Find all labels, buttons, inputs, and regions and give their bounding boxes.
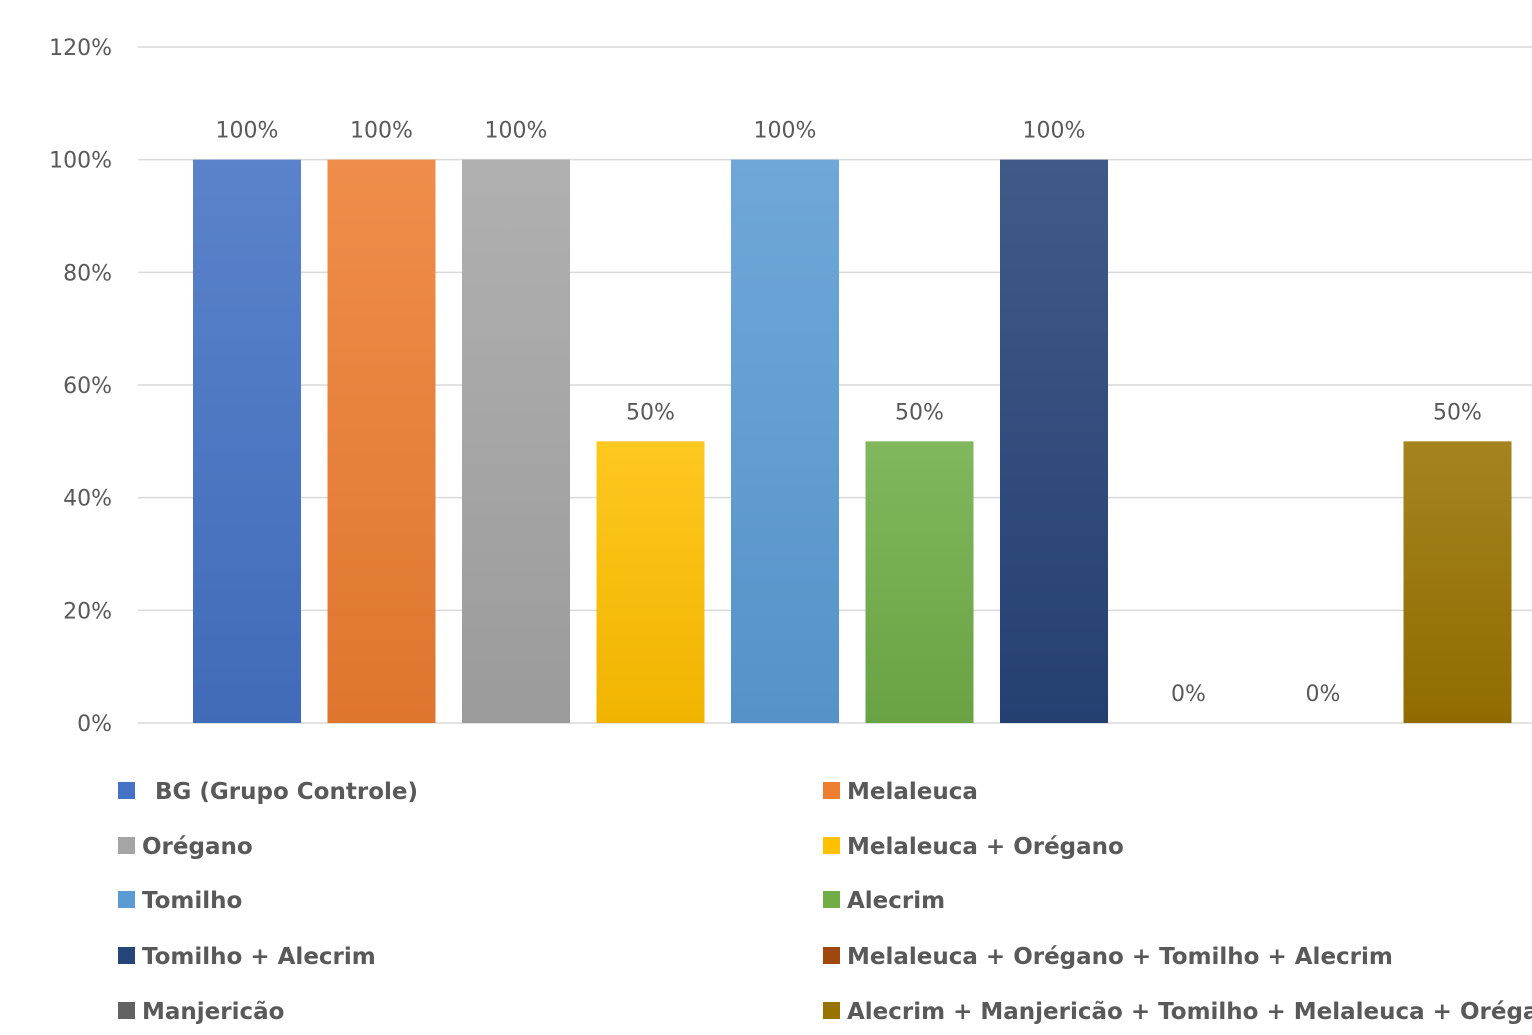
data-label: 50% (895, 400, 944, 425)
data-label: 100% (1023, 119, 1086, 144)
data-labels: 100% 100% 100% 50% 100% 50% 100% 0% 0% 50% (216, 119, 1482, 707)
legend-swatch (118, 947, 135, 964)
legend-label: Alecrim + Manjericão + Tomilho + Melaleu… (847, 999, 1532, 1025)
legend-swatch (118, 891, 135, 908)
bar-6 (865, 441, 974, 723)
legend-swatch (118, 782, 135, 799)
bar-3 (462, 159, 570, 723)
data-label: 50% (626, 400, 675, 425)
data-label: 100% (216, 119, 279, 144)
legend-label: Orégano (142, 834, 253, 860)
legend-label: Alecrim (847, 888, 945, 914)
legend-swatch (823, 1002, 840, 1019)
legend-swatch (823, 891, 840, 908)
y-axis-tick-labels: 0% 20% 40% 60% 80% 100% 120% (49, 36, 112, 737)
y-tick-label: 120% (49, 36, 112, 61)
legend-swatch (118, 837, 135, 854)
data-label: 0% (1171, 682, 1206, 707)
bar-1 (193, 159, 301, 723)
bar-7 (1000, 159, 1108, 723)
legend-label: Tomilho + Alecrim (142, 944, 376, 970)
legend-label: BG (Grupo Controle) (155, 779, 418, 805)
bar-5 (731, 159, 839, 723)
legend-swatch (823, 782, 840, 799)
legend-swatch (118, 1002, 135, 1019)
data-label: 100% (754, 119, 817, 144)
legend-label: Manjericão (142, 999, 284, 1025)
legend-label: Melaleuca + Orégano (847, 834, 1124, 860)
y-tick-label: 20% (63, 599, 112, 624)
legend-swatch (823, 947, 840, 964)
data-label: 100% (350, 119, 413, 144)
y-tick-label: 80% (63, 261, 112, 286)
y-tick-label: 40% (63, 487, 112, 512)
bar-2 (327, 159, 436, 723)
data-label: 50% (1433, 400, 1482, 425)
data-label: 100% (485, 119, 548, 144)
legend-swatch (823, 837, 840, 854)
legend: BG (Grupo Controle) Melaleuca Orégano Melal… (118, 779, 1532, 1025)
bar-4 (596, 441, 705, 723)
y-tick-label: 100% (49, 149, 112, 174)
legend-label: Tomilho (142, 888, 242, 914)
legend-label: Melaleuca (847, 779, 978, 805)
legend-label: Melaleuca + Orégano + Tomilho + Alecrim (847, 944, 1393, 970)
bar-10 (1403, 441, 1512, 723)
y-tick-label: 0% (77, 712, 112, 737)
data-label: 0% (1306, 682, 1341, 707)
y-tick-label: 60% (63, 374, 112, 399)
bars (193, 159, 1512, 723)
